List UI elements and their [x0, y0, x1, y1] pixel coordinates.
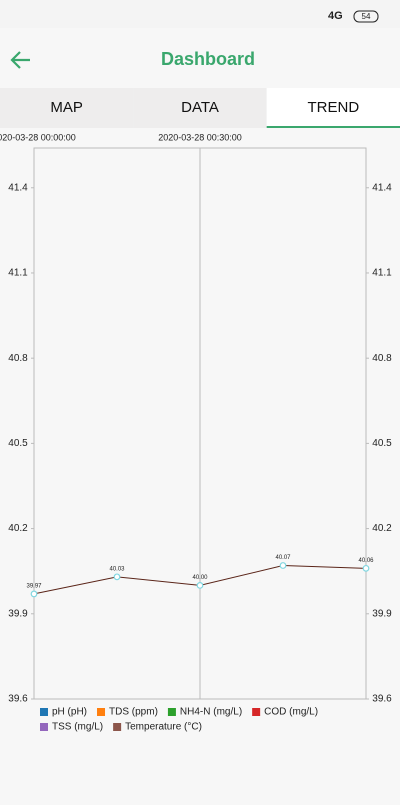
data-point [113, 573, 121, 581]
y-tick-label: 41.1 [8, 268, 28, 279]
tab-label[interactable]: DATA [181, 99, 219, 116]
y-tick-label: 40.8 [8, 353, 28, 364]
network: 4G [328, 10, 343, 22]
tab-bar: MAP DATA TREND [0, 88, 400, 128]
legend-swatch [167, 708, 176, 716]
y2-tick-label: 40.8 [372, 353, 392, 364]
y-tick-label: 41.4 [8, 182, 28, 193]
data-label: 40.00 [192, 575, 208, 581]
y2-tick-label: 41.1 [372, 268, 392, 279]
x-tick-label: 2020-03-28 00:00:00 [0, 132, 76, 142]
chart: 2020-03-28 00:00:00 2020-03-28 00:30:00 39… [0, 132, 392, 732]
legend-label: COD (mg/L) [264, 707, 318, 718]
y-tick-label: 40.5 [8, 438, 28, 449]
tab-indicator [266, 126, 400, 128]
x-tick-label: 2020-03-28 00:30:00 [158, 132, 242, 142]
y-tick-label: 40.2 [8, 523, 28, 534]
legend-swatch [113, 723, 122, 731]
data-label: 40.07 [275, 555, 291, 561]
data-label: 40.03 [109, 566, 125, 572]
legend-swatch [40, 723, 48, 731]
data-label: 40.06 [358, 558, 374, 564]
data-label: 39.97 [26, 583, 42, 589]
y2-tick-label: 41.4 [372, 182, 392, 193]
back-button[interactable] [10, 51, 30, 69]
data-point [362, 564, 370, 572]
data-point [30, 590, 38, 598]
tab-label[interactable]: TREND [307, 99, 359, 116]
y2-tick-label: 39.9 [372, 608, 392, 619]
y-tick-label: 39.9 [8, 608, 28, 619]
y2-tick-label: 39.6 [372, 694, 392, 705]
data-point [196, 581, 204, 589]
legend-label: Temperature (°C) [125, 722, 202, 733]
status-bar [0, 0, 400, 28]
app-title: Dashboard [161, 49, 255, 69]
y2-tick-label: 40.5 [372, 438, 392, 449]
data-point [279, 562, 287, 569]
legend-swatch [97, 708, 106, 716]
legend-swatch [252, 708, 261, 716]
tab[interactable] [0, 88, 134, 128]
y-tick-label: 39.6 [8, 694, 28, 705]
legend-label: NH4-N (mg/L) [180, 707, 242, 718]
legend-label: TSS (mg/L) [52, 722, 103, 733]
battery-level: 54 [362, 12, 371, 21]
tab-label[interactable]: MAP [50, 99, 83, 116]
legend-label: TDS (ppm) [109, 707, 158, 718]
battery [353, 10, 379, 23]
y2-tick-label: 40.2 [372, 523, 392, 534]
legend-swatch [40, 708, 48, 716]
tab[interactable] [266, 88, 400, 128]
tab[interactable] [133, 88, 267, 128]
legend-label: pH (pH) [52, 707, 87, 718]
